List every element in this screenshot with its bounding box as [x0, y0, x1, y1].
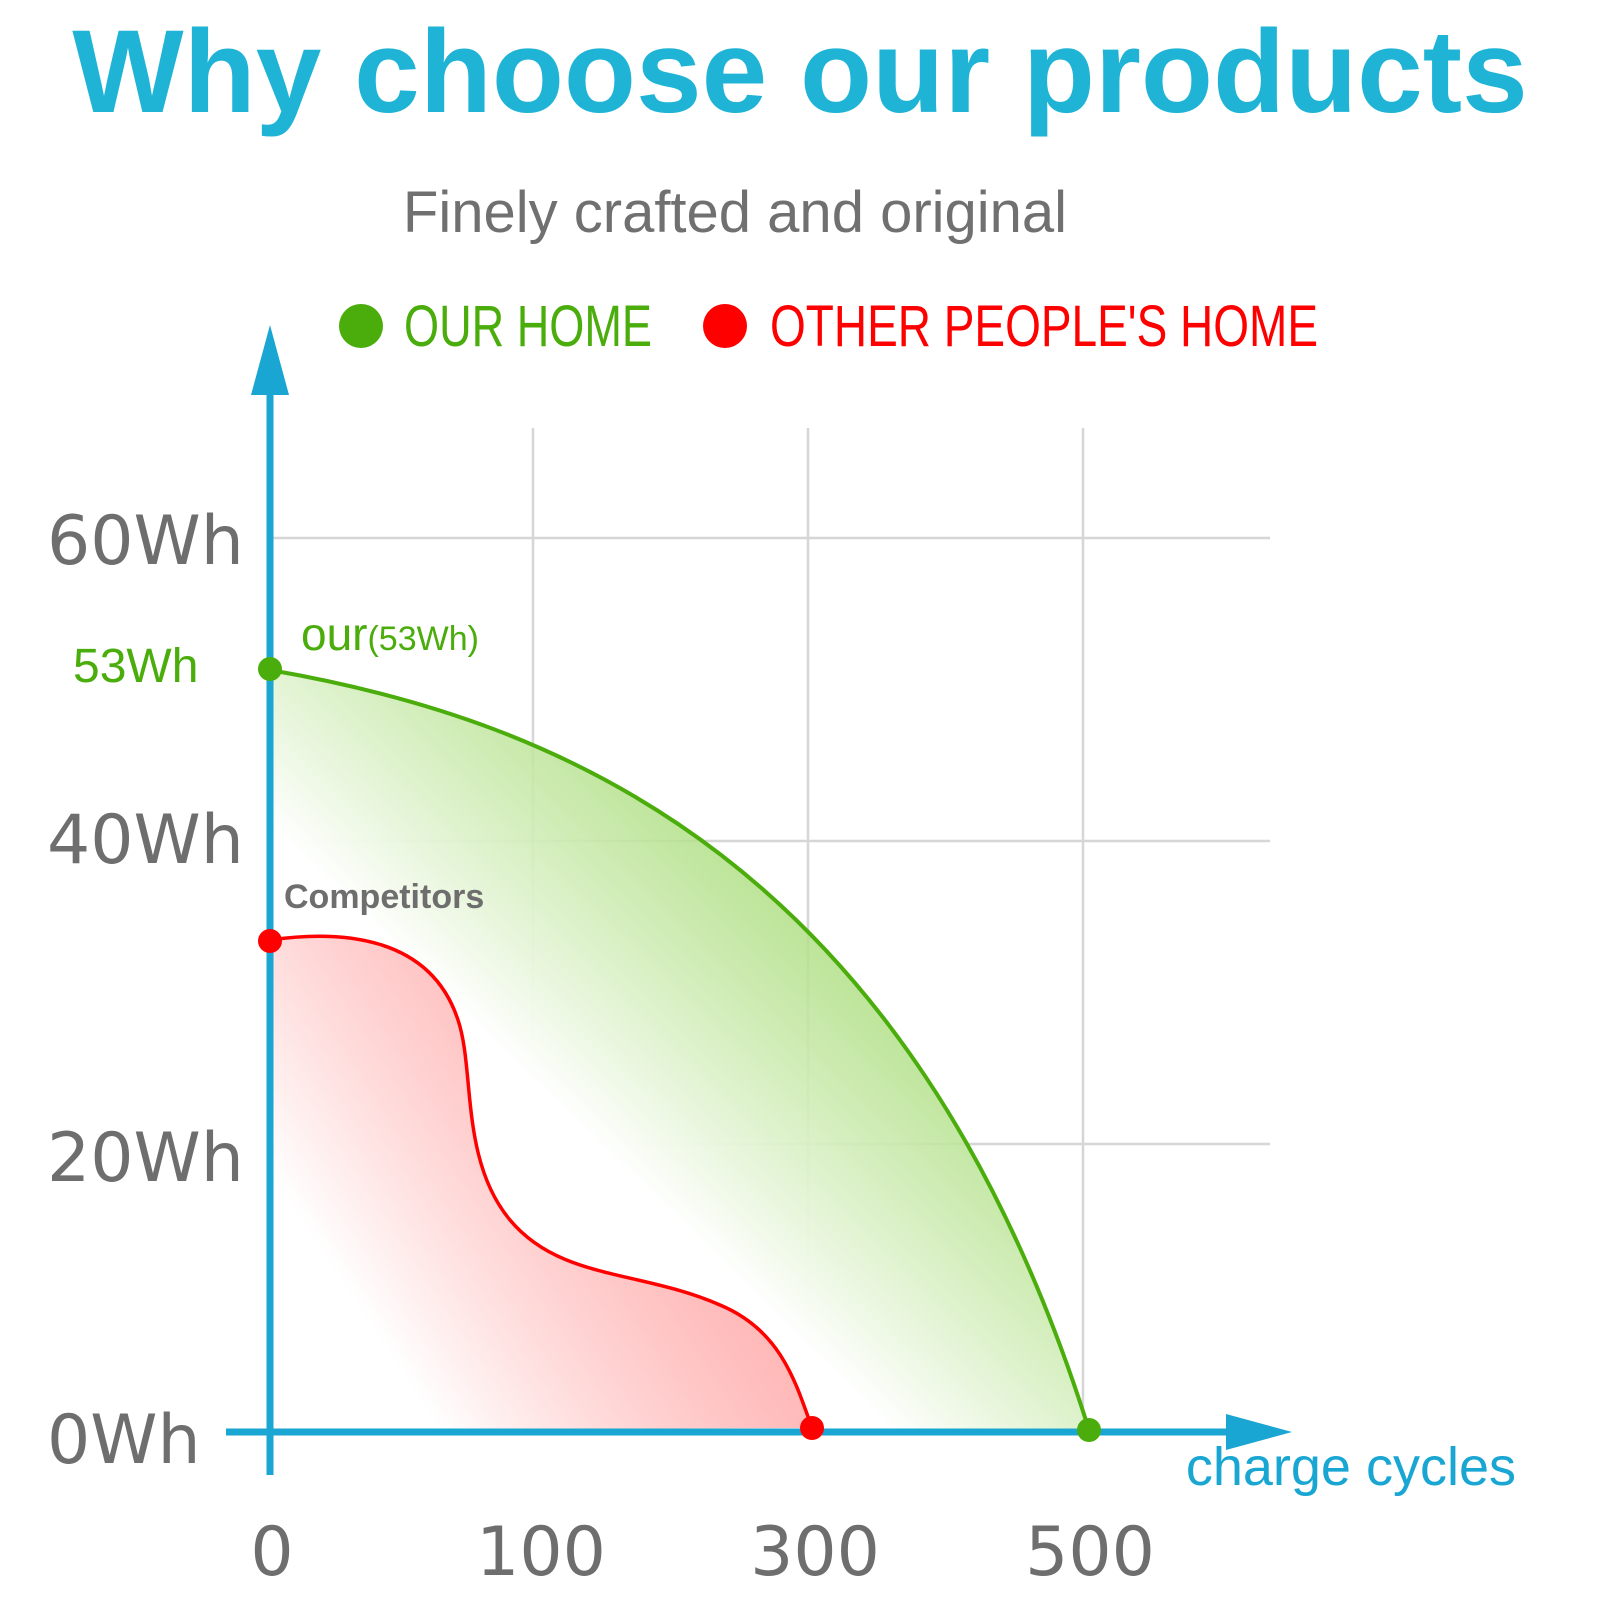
series-theirs-area [270, 936, 812, 1430]
chart-title: Why choose our products [72, 6, 1527, 138]
x-tick-label-500: 500 [1025, 1513, 1155, 1592]
y-tick-label-40: 40Wh [47, 801, 244, 880]
legend-label-theirs: OTHER PEOPLE'S HOME [770, 294, 1318, 359]
marker-ours-start [258, 657, 282, 681]
x-tick-label-300: 300 [750, 1513, 880, 1592]
x-axis-arrowhead [1226, 1414, 1292, 1450]
chart-subtitle: Finely crafted and original [403, 180, 1067, 245]
legend-label-ours: OUR HOME [404, 294, 652, 359]
legend-marker-ours [339, 304, 383, 348]
ours-annotation-label: our [301, 608, 367, 660]
axes [226, 325, 1292, 1475]
ours-axis-value: 53Wh [73, 640, 198, 693]
marker-theirs-end [800, 1416, 824, 1440]
y-tick-label-60: 60Wh [47, 502, 244, 581]
ours-annotation-value: (53Wh) [367, 620, 478, 658]
ours-annotation: our(53Wh) [301, 608, 479, 660]
marker-ours-end [1077, 1418, 1101, 1442]
x-axis-title: charge cycles [1186, 1437, 1516, 1497]
y-tick-label-0: 0Wh [47, 1401, 201, 1480]
y-tick-labels: 60Wh 40Wh 20Wh 0Wh [47, 502, 244, 1480]
series-theirs-line [269, 934, 814, 1429]
y-axis-arrowhead [251, 325, 289, 395]
y-tick-label-20: 20Wh [47, 1119, 244, 1198]
x-tick-labels: 0 100 300 500 [250, 1513, 1155, 1592]
legend: OUR HOME OTHER PEOPLE'S HOME [339, 294, 1318, 359]
legend-marker-theirs [703, 304, 747, 348]
series-ours-line [269, 668, 1091, 1431]
x-tick-label-0: 0 [250, 1513, 293, 1592]
marker-theirs-start [258, 929, 282, 953]
data-markers [258, 657, 1101, 1442]
x-tick-label-100: 100 [476, 1513, 606, 1592]
competitors-annotation: Competitors [284, 878, 484, 916]
